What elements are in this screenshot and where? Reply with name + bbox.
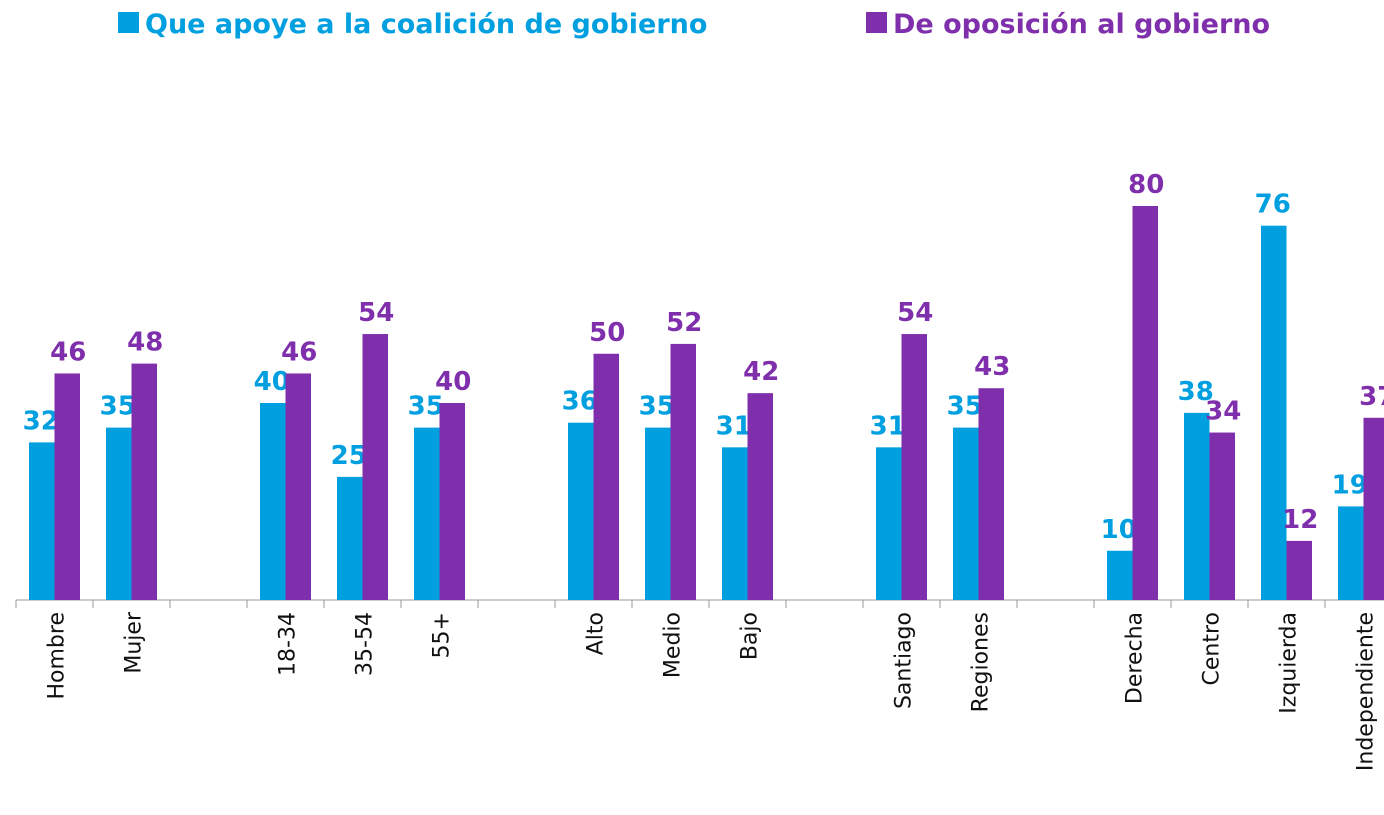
value-label: 50	[589, 318, 625, 348]
bar	[285, 373, 311, 600]
bar	[1261, 225, 1287, 600]
bar	[722, 447, 748, 600]
bar	[876, 447, 902, 600]
bar	[54, 373, 80, 600]
bar	[362, 334, 388, 600]
bar	[1132, 206, 1158, 600]
bar	[1363, 417, 1384, 600]
value-label: 31	[870, 411, 906, 441]
value-label: 35	[100, 392, 136, 422]
bar	[978, 388, 1004, 600]
bar	[670, 343, 696, 600]
value-label: 32	[23, 406, 59, 436]
bar	[953, 427, 979, 600]
x-tick-label: Medio	[661, 612, 686, 678]
value-label: 36	[562, 387, 598, 417]
x-tick-label: Independiente	[1354, 612, 1379, 771]
bar	[131, 363, 157, 600]
x-tick-label: 35-54	[353, 612, 378, 676]
value-label: 80	[1128, 170, 1164, 200]
value-label: 35	[639, 392, 675, 422]
value-label: 25	[331, 441, 367, 471]
value-label: 12	[1282, 505, 1318, 535]
bar	[260, 403, 286, 600]
bar	[747, 393, 773, 600]
legend-label: De oposición al gobierno	[893, 9, 1270, 40]
value-label: 35	[408, 392, 444, 422]
x-tick-label: Mujer	[122, 611, 147, 674]
value-label: 31	[716, 411, 752, 441]
value-label: 43	[974, 352, 1010, 382]
bar	[439, 403, 465, 600]
value-label: 46	[281, 337, 317, 367]
legend-swatch	[118, 12, 139, 33]
bar	[593, 353, 619, 600]
value-label: 54	[358, 298, 394, 328]
bar	[414, 427, 440, 600]
bar	[1338, 506, 1364, 600]
x-tick-label: Santiago	[892, 612, 917, 709]
value-label: 54	[897, 298, 933, 328]
value-label: 40	[435, 367, 471, 397]
value-label: 52	[666, 308, 702, 338]
value-label: 35	[947, 392, 983, 422]
x-tick-label: Izquierda	[1277, 612, 1302, 714]
bar	[106, 427, 132, 600]
bar	[337, 476, 363, 600]
value-label: 38	[1178, 377, 1214, 407]
bar	[1184, 412, 1210, 600]
x-tick-label: Derecha	[1123, 612, 1148, 704]
value-label: 48	[127, 328, 163, 358]
bar	[568, 422, 594, 600]
value-label: 19	[1332, 470, 1368, 500]
value-label: 10	[1101, 515, 1137, 545]
value-label: 40	[254, 367, 290, 397]
value-label: 46	[50, 337, 86, 367]
x-tick-label: 55+	[430, 612, 455, 658]
bar	[1209, 432, 1235, 600]
bar	[1107, 550, 1133, 600]
value-label: 76	[1255, 190, 1291, 220]
legend-swatch	[866, 12, 887, 33]
x-tick-label: Centro	[1200, 612, 1225, 686]
x-tick-label: 18-34	[276, 612, 301, 676]
bar	[1286, 540, 1312, 600]
bar	[645, 427, 671, 600]
x-tick-label: Alto	[584, 612, 609, 655]
x-tick-label: Hombre	[45, 612, 70, 700]
value-label: 42	[743, 357, 779, 387]
legend-label: Que apoye a la coalición de gobierno	[145, 9, 707, 40]
bar	[29, 442, 55, 600]
x-tick-label: Regiones	[969, 612, 994, 712]
x-tick-label: Bajo	[738, 612, 763, 660]
bar	[901, 334, 927, 600]
value-label: 34	[1205, 397, 1241, 427]
value-label: 37	[1359, 382, 1384, 412]
